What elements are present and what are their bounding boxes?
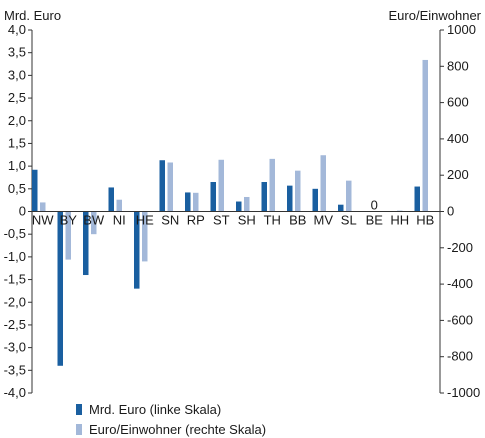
bar-mrd-euro-by: [57, 211, 63, 366]
category-label-bb: BB: [289, 213, 306, 228]
right-tick-label: -1000: [447, 385, 480, 400]
plot-area: 4,0 3,5 3,0 2,5 2,0 1,5 1,0 0,5 0 -0,5 -1,0 -1,5 -2,…: [4, 22, 481, 400]
bar-mrd-euro-hb: [414, 186, 420, 212]
left-tick-label: 0,5: [8, 181, 26, 196]
bar-euro-einwohner-mv: [320, 155, 326, 212]
left-tick-label: 0: [19, 204, 26, 219]
bar-euro-einwohner-hb: [422, 59, 428, 212]
legend-swatch: [76, 424, 82, 435]
category-label-be: BE: [366, 213, 384, 228]
left-tick-label: 4,0: [8, 22, 26, 37]
left-tick-label: -1,0: [4, 249, 26, 264]
bar-mrd-euro-sl: [338, 204, 344, 212]
annotation-be: 0: [371, 198, 378, 213]
legend-label: Euro/Einwohner (rechte Skala): [89, 422, 266, 437]
category-label-sh: SH: [238, 213, 256, 228]
left-tick-label: -3,0: [4, 340, 26, 355]
left-tick-label: 2,0: [8, 113, 26, 128]
left-tick-label: 3,0: [8, 67, 26, 82]
right-tick-label: 0: [447, 204, 454, 219]
bar-euro-einwohner-bb: [295, 170, 301, 212]
left-tick-label: 1,5: [8, 135, 26, 150]
right-axis-label: Euro/Einwohner: [389, 8, 482, 23]
left-tick-label: 2,5: [8, 90, 26, 105]
right-tick-label: -400: [447, 276, 473, 291]
left-tick-label: -4,0: [4, 385, 26, 400]
left-tick-label: -0,5: [4, 226, 26, 241]
left-tick-label: -2,5: [4, 317, 26, 332]
category-label-rp: RP: [187, 213, 205, 228]
category-label-hb: HB: [416, 213, 434, 228]
right-tick-label: 800: [447, 58, 469, 73]
right-tick-label: 400: [447, 131, 469, 146]
bar-mrd-euro-rp: [185, 192, 191, 212]
bar-euro-einwohner-sh: [244, 196, 250, 212]
bar-euro-einwohner-th: [269, 158, 275, 212]
category-label-he: HE: [136, 213, 154, 228]
bar-euro-einwohner-sn: [167, 162, 173, 212]
category-label-nw: NW: [32, 213, 54, 228]
bar-euro-einwohner-st: [218, 159, 224, 212]
right-tick-label: 1000: [447, 22, 476, 37]
category-label-th: TH: [264, 213, 281, 228]
bar-mrd-euro-sh: [236, 201, 242, 212]
category-label-sn: SN: [161, 213, 179, 228]
left-tick-label: -1,5: [4, 272, 26, 287]
category-label-mv: MV: [314, 213, 334, 228]
legend-swatch: [76, 404, 82, 415]
bar-mrd-euro-mv: [312, 188, 318, 212]
bar-euro-einwohner-rp: [193, 192, 199, 212]
bar-mrd-euro-th: [261, 182, 267, 212]
category-label-by: BY: [60, 213, 78, 228]
bar-euro-einwohner-sl: [346, 180, 352, 212]
bar-mrd-euro-nw: [32, 169, 38, 212]
bar-euro-einwohner-nw: [40, 202, 46, 212]
bar-mrd-euro-he: [134, 211, 140, 289]
right-tick-label: 600: [447, 95, 469, 110]
right-tick-label: -200: [447, 240, 473, 255]
bar-mrd-euro-bb: [287, 185, 293, 212]
category-label-hh: HH: [390, 213, 409, 228]
left-tick-label: -3,5: [4, 362, 26, 377]
category-label-ni: NI: [113, 213, 126, 228]
left-tick-label: 1,0: [8, 158, 26, 173]
left-tick-label: -2,0: [4, 294, 26, 309]
bar-mrd-euro-bw: [83, 211, 89, 276]
legend-label: Mrd. Euro (linke Skala): [89, 402, 221, 417]
bar-euro-einwohner-ni: [116, 199, 122, 212]
category-label-bw: BW: [83, 213, 105, 228]
bar-euro-einwohner-bw: [91, 211, 97, 235]
right-tick-label: -600: [447, 312, 473, 327]
left-tick-label: 3,5: [8, 45, 26, 60]
bar-euro-einwohner-he: [142, 211, 148, 262]
category-label-sl: SL: [341, 213, 357, 228]
bar-mrd-euro-ni: [108, 187, 114, 212]
right-tick-label: -800: [447, 349, 473, 364]
bar-mrd-euro-st: [210, 182, 216, 212]
bar-euro-einwohner-by: [65, 211, 71, 260]
legend: Mrd. Euro (linke Skala) Euro/Einwohner (r…: [76, 402, 266, 437]
bar-mrd-euro-sn: [159, 160, 165, 212]
left-axis-label: Mrd. Euro: [4, 8, 61, 23]
right-tick-label: 200: [447, 167, 469, 182]
category-label-st: ST: [213, 213, 230, 228]
